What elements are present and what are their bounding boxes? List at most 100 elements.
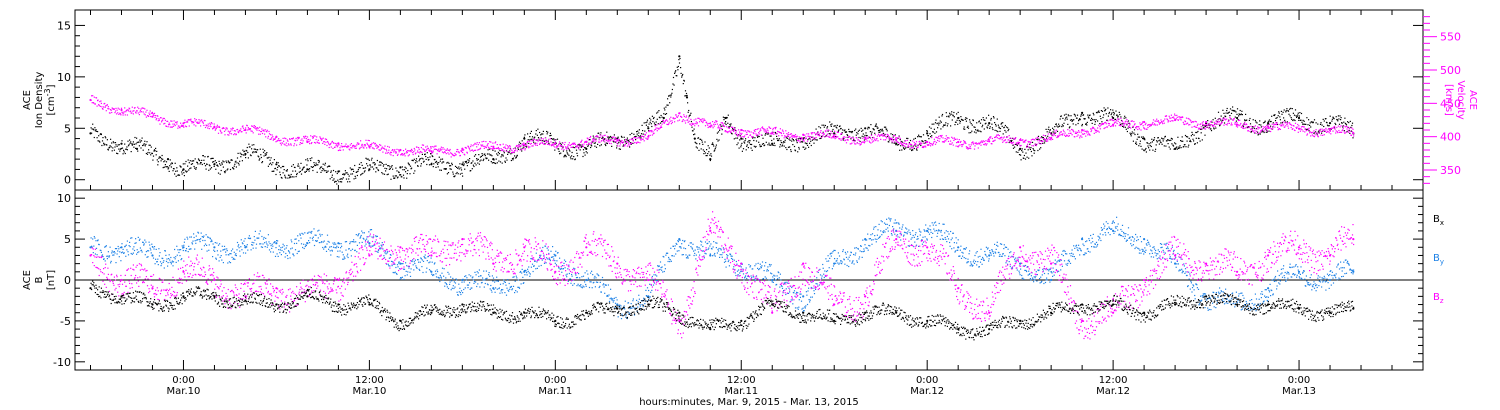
ion-density-series-point (1113, 114, 1115, 116)
velocity-series-point (564, 141, 566, 144)
velocity-series-point (297, 138, 299, 140)
ion-density-series-point (480, 159, 482, 161)
velocity-series-point (1128, 126, 1130, 128)
ion-density-series-point (431, 155, 433, 157)
velocity-series-point (309, 139, 311, 141)
velocity-series-anchor-point (337, 142, 340, 145)
velocity-series-point (944, 140, 946, 142)
ion-density-series-point (1283, 117, 1285, 119)
velocity-series-point (1056, 136, 1058, 139)
ion-density-series-point (1315, 131, 1317, 133)
velocity-series-point (1223, 124, 1225, 126)
velocity-series-point (1107, 122, 1109, 125)
velocity-series-point (1343, 125, 1345, 127)
ion-density-series-point (174, 162, 176, 164)
velocity-series-point (643, 140, 645, 142)
ion-density-series-point (366, 158, 368, 160)
velocity-series-point (1005, 142, 1007, 144)
velocity-series-point (1119, 125, 1121, 127)
ion-density-series-point (1170, 139, 1172, 141)
ion-density-series-point (925, 142, 927, 144)
velocity-series-point (1283, 124, 1285, 126)
ion-density-series-point (466, 165, 468, 167)
ion-density-series-point (253, 148, 255, 150)
ion-density-series-point (1164, 135, 1166, 137)
velocity-series-point (623, 141, 625, 143)
x-tick-time-label: 12:00 (1099, 375, 1128, 386)
velocity-series-point (523, 142, 525, 144)
ion-density-series-point (1300, 112, 1303, 115)
velocity-series-point (207, 123, 209, 125)
ion-density-series-point (732, 128, 734, 130)
velocity-series-point (270, 134, 272, 136)
velocity-series-point (587, 139, 589, 141)
velocity-series-point (1353, 135, 1355, 137)
ion-density-series-point (533, 141, 535, 143)
velocity-series-point (1138, 126, 1140, 128)
velocity-series-point (665, 119, 667, 121)
velocity-series-point (959, 141, 961, 143)
velocity-series-point (804, 138, 806, 140)
velocity-series-point (757, 134, 759, 136)
velocity-series-point (181, 125, 183, 127)
ion-density-series-point (1008, 141, 1010, 144)
velocity-series-point (1023, 141, 1025, 143)
velocity-series-point (1240, 126, 1242, 128)
ion-density-series-point (1072, 123, 1074, 125)
velocity-series-point (388, 149, 390, 151)
ion-density-series-point (358, 167, 360, 169)
velocity-series-point (717, 125, 720, 127)
velocity-series-point (1104, 127, 1106, 129)
velocity-series-point (1292, 128, 1294, 130)
velocity-series-point (363, 144, 365, 146)
velocity-series-point (1080, 131, 1082, 133)
ion-density-series-point (1196, 142, 1198, 144)
velocity-series-point (540, 142, 542, 144)
velocity-series-point (987, 139, 989, 141)
velocity-series-point (595, 140, 597, 142)
ion-density-series-point (1103, 114, 1105, 116)
velocity-series-point (947, 137, 949, 139)
velocity-series-point (787, 132, 790, 134)
bottom-ytick-label: -10 (53, 356, 71, 369)
ion-density-series-point (851, 132, 853, 134)
ion-density-series-point (803, 146, 805, 148)
ion-density-series-point (459, 163, 461, 165)
ion-density-series-point (1184, 144, 1186, 146)
velocity-series-point (901, 143, 903, 145)
ion-density-series-point (1351, 122, 1354, 124)
ion-density-series-point (647, 126, 649, 128)
velocity-series-point (701, 120, 703, 123)
ion-density-series-point (646, 119, 649, 121)
ion-density-series-point (1152, 139, 1155, 141)
velocity-series-point (296, 139, 298, 141)
ion-density-series-point (959, 122, 961, 124)
ion-density-series-point (1335, 123, 1337, 126)
velocity-series-point (393, 151, 395, 153)
ion-density-series-point (940, 128, 942, 130)
ion-density-series-point (295, 176, 297, 178)
velocity-series-point (683, 115, 685, 118)
velocity-series-point (1208, 127, 1210, 129)
ion-density-series-point (130, 151, 132, 153)
bottom-ytick-label: -5 (60, 315, 71, 328)
velocity-series-point (975, 142, 977, 145)
ion-density-series-point (719, 129, 721, 131)
velocity-series-point (1133, 121, 1135, 123)
ion-density-series-point (819, 137, 821, 140)
ion-density-series-point (576, 155, 579, 157)
velocity-series-point (973, 148, 976, 150)
ion-density-series-point (223, 171, 226, 173)
velocity-series-point (498, 148, 500, 150)
velocity-series-point (869, 141, 871, 143)
ion-density-series-point (309, 158, 311, 160)
ion-density-series-point (1270, 125, 1272, 127)
velocity-series-point (1058, 134, 1060, 136)
ion-density-series-point (132, 141, 134, 143)
velocity-series-point (1216, 121, 1218, 123)
velocity-series-point (502, 149, 504, 151)
ion-density-series-point (834, 125, 836, 127)
ion-density-series-point (404, 166, 406, 168)
ion-density-series-point (312, 166, 314, 168)
ion-density-series-point (341, 181, 343, 183)
